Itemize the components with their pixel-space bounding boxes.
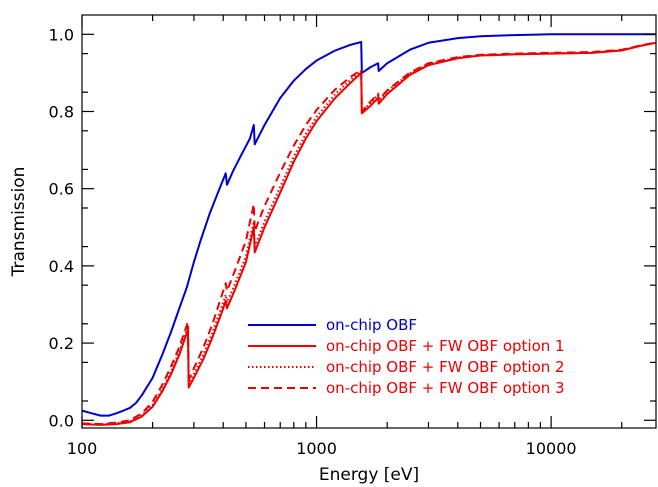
legend-label-2: on-chip OBF + FW OBF option 1 <box>326 337 565 355</box>
y-tick-label: 0.4 <box>49 257 74 276</box>
legend-label-4: on-chip OBF + FW OBF option 3 <box>326 379 565 397</box>
x-tick-label: 1000 <box>296 439 337 458</box>
y-tick-label: 1.0 <box>49 25 74 44</box>
y-tick-label: 0.8 <box>49 102 74 121</box>
plot-frame <box>81 14 657 429</box>
legend: on-chip OBF on-chip OBF + FW OBF option 1… <box>248 316 565 397</box>
y-tick-label: 0.0 <box>49 411 74 430</box>
legend-label-1: on-chip OBF <box>326 316 417 334</box>
x-tick-label: 100 <box>67 439 98 458</box>
ticks-layer: 0.0 0.2 0.4 0.6 0.8 1.0 100 1000 10000 <box>49 15 656 458</box>
series-layer <box>81 33 657 426</box>
y-axis-label: Transmission <box>9 167 29 278</box>
x-axis-label: Energy [eV] <box>319 465 419 485</box>
x-tick-label: 10000 <box>526 439 577 458</box>
y-tick-label: 0.6 <box>49 180 74 199</box>
series-line-1 <box>81 33 656 417</box>
series-line-4 <box>81 41 657 426</box>
legend-label-3: on-chip OBF + FW OBF option 2 <box>326 358 565 376</box>
y-tick-label: 0.2 <box>49 334 74 353</box>
